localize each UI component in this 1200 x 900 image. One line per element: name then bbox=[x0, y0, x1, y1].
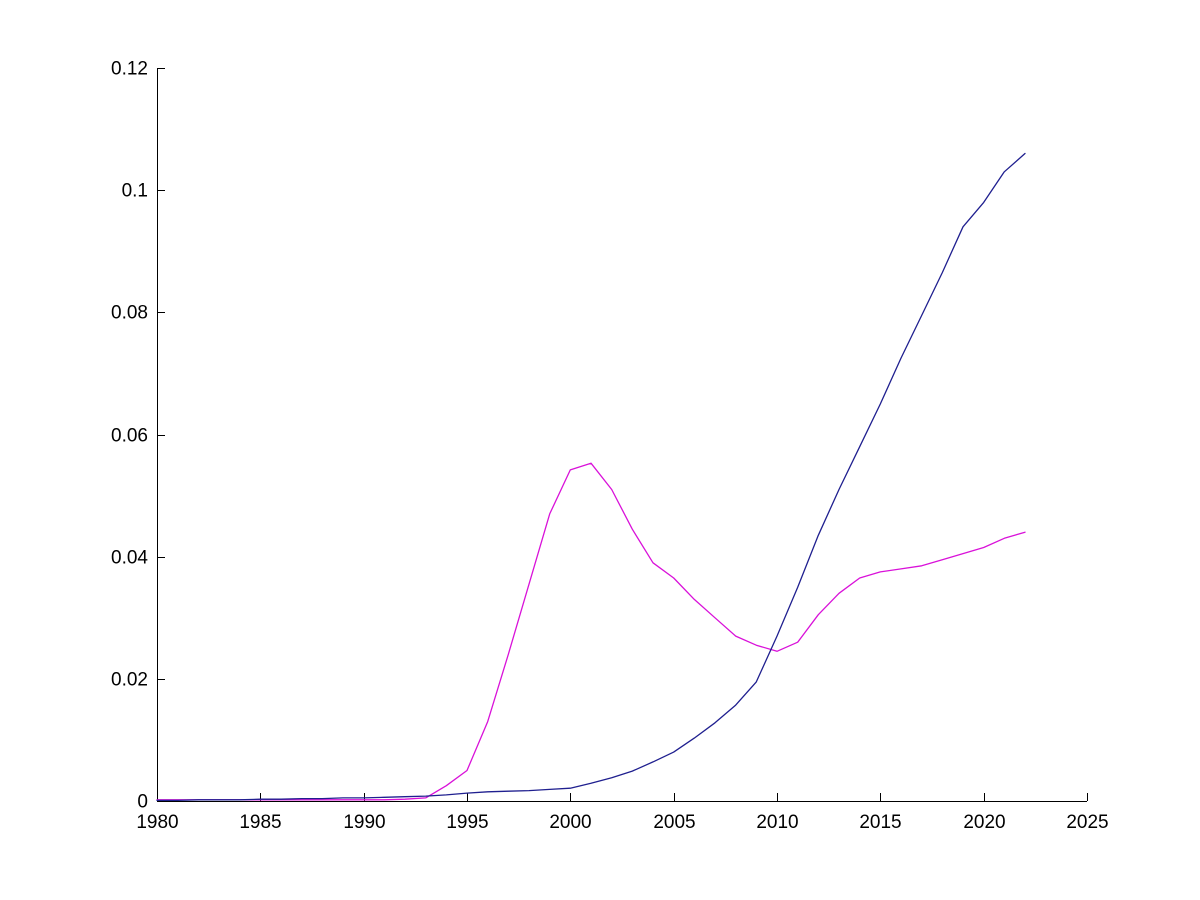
y-tick-label: 0.06 bbox=[111, 426, 148, 447]
x-tick-label: 1995 bbox=[446, 812, 488, 833]
x-tick-label: 2015 bbox=[859, 812, 901, 833]
y-tick-label: 0.12 bbox=[111, 59, 148, 80]
magenta-series bbox=[156, 462, 1026, 801]
y-tick-label: 0.1 bbox=[122, 181, 148, 202]
y-tick-label: 0.04 bbox=[111, 548, 148, 569]
y-tick-label: 0.02 bbox=[111, 670, 148, 691]
y-tick-label: 0 bbox=[137, 792, 148, 813]
x-tick-label: 1990 bbox=[343, 812, 385, 833]
x-tick-label: 2010 bbox=[756, 812, 798, 833]
x-tick-label: 1985 bbox=[239, 812, 281, 833]
x-tick-label: 1980 bbox=[136, 812, 178, 833]
x-tick-label: 2020 bbox=[963, 812, 1005, 833]
x-tick-label: 2005 bbox=[653, 812, 695, 833]
x-tick-label: 2000 bbox=[549, 812, 591, 833]
x-tick-label: 2025 bbox=[1066, 812, 1108, 833]
y-tick-label: 0.08 bbox=[111, 303, 148, 324]
dark-blue-series bbox=[156, 152, 1026, 802]
